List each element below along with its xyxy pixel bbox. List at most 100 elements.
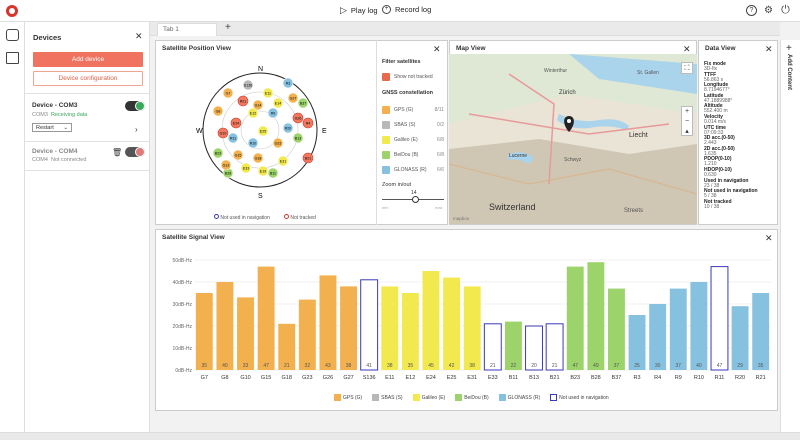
- satellite-marker[interactable]: [302, 117, 314, 129]
- signal-bar[interactable]: [731, 306, 749, 370]
- satellite-marker[interactable]: [292, 132, 304, 144]
- constellation-checkbox[interactable]: Galileo (E) 6/8: [382, 136, 446, 145]
- restart-select[interactable]: Restart ⌄: [32, 123, 72, 132]
- signal-bar[interactable]: [237, 297, 254, 370]
- signal-bar[interactable]: [587, 262, 605, 370]
- zoom-in-icon[interactable]: +: [684, 108, 690, 115]
- satellite-marker[interactable]: [247, 107, 259, 119]
- satellite-marker[interactable]: [282, 77, 294, 89]
- gear-icon[interactable]: ⚙: [764, 5, 773, 16]
- device-com3-toggle[interactable]: [125, 101, 145, 111]
- close-devices-icon[interactable]: ✕: [135, 31, 143, 41]
- satellite-marker[interactable]: [237, 95, 249, 107]
- satellite-marker[interactable]: [252, 152, 264, 164]
- satellite-marker[interactable]: [287, 92, 299, 104]
- satellite-marker[interactable]: [302, 152, 314, 164]
- satellite-marker[interactable]: [240, 162, 252, 174]
- x-tick-label: G15: [261, 375, 271, 381]
- satellite-marker[interactable]: [267, 107, 279, 119]
- signal-bar[interactable]: [195, 293, 213, 370]
- satellite-marker[interactable]: [212, 105, 224, 117]
- satellite-marker[interactable]: [282, 122, 294, 134]
- satellite-marker[interactable]: [297, 97, 309, 109]
- constellation-checkbox[interactable]: SBAS (S) 0/2: [382, 121, 446, 130]
- satellite-marker[interactable]: [232, 149, 244, 161]
- signal-bar[interactable]: [319, 275, 337, 370]
- satellite-marker[interactable]: [247, 137, 259, 149]
- close-data-view-icon[interactable]: ✕: [765, 44, 773, 54]
- signal-bar[interactable]: [690, 282, 708, 370]
- constellation-checkbox[interactable]: GPS (G) 8/11: [382, 106, 446, 115]
- add-icon[interactable]: +: [786, 43, 792, 54]
- compass-icon[interactable]: ▴: [685, 128, 689, 135]
- satellite-marker[interactable]: [272, 137, 284, 149]
- record-log-button[interactable]: + Record log: [382, 5, 431, 14]
- satellite-marker[interactable]: [257, 165, 269, 177]
- satellite-marker[interactable]: [222, 87, 234, 99]
- satellite-marker[interactable]: [262, 87, 274, 99]
- satellite-marker[interactable]: [220, 159, 232, 171]
- device-configuration-button[interactable]: Device configuration: [33, 71, 143, 86]
- signal-bar[interactable]: [710, 266, 729, 371]
- satellite-marker[interactable]: [212, 147, 224, 159]
- device-com4-toggle[interactable]: [125, 147, 145, 157]
- signal-bar[interactable]: [401, 293, 419, 370]
- signal-bar[interactable]: [216, 282, 234, 370]
- satellite-marker[interactable]: [272, 97, 284, 109]
- trash-icon[interactable]: 🗑: [112, 148, 123, 157]
- signal-bar[interactable]: [504, 321, 522, 370]
- bar-value-label: 38: [469, 363, 475, 369]
- briefcase-icon[interactable]: [6, 52, 19, 64]
- satellite-marker[interactable]: [277, 155, 289, 167]
- satellite-marker[interactable]: [292, 112, 304, 124]
- signal-bar[interactable]: [752, 293, 770, 370]
- signal-bar[interactable]: [381, 286, 399, 370]
- show-not-tracked-checkbox[interactable]: Show not tracked: [382, 73, 446, 82]
- zoom-slider-thumb[interactable]: [412, 196, 419, 203]
- zoom-slider[interactable]: [382, 196, 444, 203]
- satellite-marker[interactable]: [217, 127, 229, 139]
- play-log-button[interactable]: ▷ Play log: [340, 5, 378, 16]
- close-map-icon[interactable]: ✕: [683, 44, 691, 54]
- satellite-marker[interactable]: [257, 125, 269, 137]
- y-tick-label: 0dB-Hz: [175, 368, 192, 374]
- signal-bar[interactable]: [298, 299, 316, 370]
- signal-bar[interactable]: [566, 266, 584, 370]
- satellite-marker[interactable]: [267, 167, 279, 179]
- signal-bar[interactable]: [607, 288, 625, 370]
- signal-bar[interactable]: [483, 323, 502, 371]
- signal-bar[interactable]: [545, 323, 564, 371]
- devices-icon[interactable]: [6, 29, 19, 41]
- tab-1[interactable]: Tab 1: [157, 23, 217, 36]
- signal-bar[interactable]: [360, 279, 379, 371]
- power-icon[interactable]: ⏻: [781, 4, 790, 16]
- map-canvas[interactable]: Zürich Winterthur St. Gallen Lucerne Sch…: [449, 54, 697, 224]
- close-signal-icon[interactable]: ✕: [765, 233, 773, 243]
- signal-bar[interactable]: [649, 304, 667, 370]
- satellite-marker[interactable]: [230, 117, 242, 129]
- signal-bar[interactable]: [257, 266, 275, 370]
- signal-bar[interactable]: [340, 286, 358, 370]
- satellite-marker[interactable]: [242, 79, 254, 91]
- add-device-button[interactable]: Add device: [33, 52, 143, 67]
- signal-bar[interactable]: [443, 277, 461, 370]
- signal-bar[interactable]: [669, 288, 687, 370]
- bar-value-label: 20: [531, 363, 537, 369]
- signal-bar[interactable]: [422, 271, 440, 370]
- signal-bar[interactable]: [463, 286, 481, 370]
- help-icon[interactable]: ?: [746, 5, 757, 16]
- satellite-marker[interactable]: [252, 99, 264, 111]
- constellation-checkbox[interactable]: GLONASS (R) 6/6: [382, 166, 446, 175]
- add-tab-button[interactable]: +: [225, 22, 231, 33]
- add-content-sidebar[interactable]: + Add Content: [780, 40, 800, 432]
- signal-bar[interactable]: [278, 323, 296, 370]
- fullscreen-icon[interactable]: ⛶: [681, 62, 693, 74]
- signal-bar[interactable]: [628, 315, 646, 370]
- chevron-right-icon[interactable]: ›: [135, 125, 138, 134]
- signal-bar[interactable]: [525, 325, 543, 371]
- satellite-marker[interactable]: [227, 132, 239, 144]
- close-satellite-position-icon[interactable]: ✕: [433, 44, 441, 54]
- legend-item: Galileo (E): [412, 394, 445, 401]
- constellation-checkbox[interactable]: BeiDou (B) 6/8: [382, 151, 446, 160]
- zoom-out-icon[interactable]: −: [684, 118, 690, 125]
